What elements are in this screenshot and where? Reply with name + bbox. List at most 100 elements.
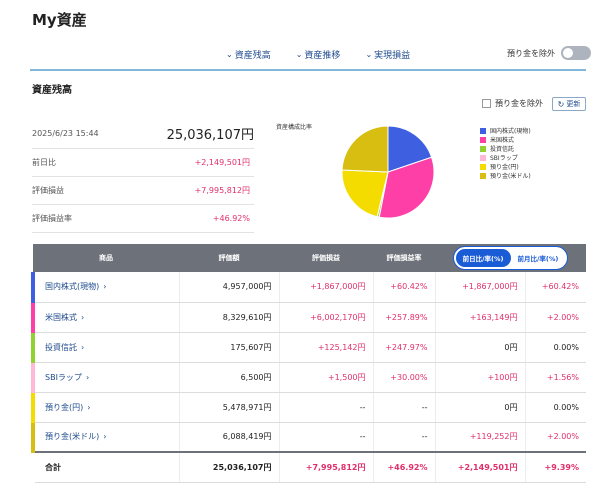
summary-row: 評価損益率 +46.92%	[32, 205, 254, 233]
nav-label: 資産残高	[234, 51, 271, 61]
summary-label: 評価損益	[32, 186, 64, 195]
nav-label: 資産推移	[304, 51, 341, 61]
as-of-datetime: 2025/6/23 15:44	[32, 129, 99, 138]
legend-item: 預り金(円)	[480, 162, 531, 171]
product-name[interactable]: 国内株式(現物)	[45, 282, 100, 292]
cell-change-rate: +60.42%	[525, 272, 586, 303]
cell-change-rate: +1.56%	[525, 362, 586, 393]
legend-item: 米国株式	[480, 135, 531, 144]
cell-value: 5,478,971円	[179, 392, 280, 423]
table-row: 投資信託 › 175,607円 +125,142円 +247.97% 0円 0.00%	[31, 332, 586, 363]
legend-label: 国内株式(現物)	[490, 128, 531, 135]
legend-item: 預り金(米ドル)	[480, 171, 531, 180]
legend-item: 投資信託	[480, 144, 531, 153]
cell-gain: +6,002,170円	[279, 302, 374, 333]
refresh-icon: ↻	[557, 99, 565, 109]
col-header-value: 評価額	[179, 244, 279, 272]
exclude-deposit-label: 預り金を除外	[507, 48, 555, 58]
cell-value: 175,607円	[179, 332, 280, 363]
summary-value: +7,995,812円	[194, 186, 250, 195]
table-row: 預り金(米ドル) › 6,088,419円 -- -- +119,252円 +2.00%	[31, 422, 586, 453]
cell-gain: --	[279, 422, 374, 453]
toggle-daily[interactable]: 前日比/率(%)	[455, 249, 511, 267]
legend-label: 預り金(円)	[490, 164, 519, 171]
cell-value: 8,329,610円	[179, 302, 280, 333]
product-name[interactable]: SBIラップ	[45, 372, 82, 382]
legend-swatch	[480, 127, 486, 134]
checkbox-box[interactable]	[482, 99, 491, 108]
table-row: SBIラップ › 6,500円 +1,500円 +30.00% +100円 +1.56%	[31, 362, 586, 393]
cell-change-rate: +2.00%	[525, 422, 586, 453]
cell-change: 0円	[435, 392, 526, 423]
chart-title: 資産構成比率	[276, 124, 313, 131]
product-link[interactable]: 米国株式 ›	[31, 302, 180, 333]
asset-nav: ⌄ 資産残高 ⌄ 資産推移 ⌄ 実現損益	[226, 48, 435, 61]
cell-gain: +1,500円	[279, 362, 374, 393]
chevron-right-icon: ›	[85, 372, 90, 382]
pie-slice	[341, 125, 389, 173]
product-name[interactable]: 投資信託	[45, 342, 77, 352]
cell-gain: --	[279, 392, 374, 423]
exclude-deposit-toggle[interactable]	[561, 46, 591, 60]
total-label: 合計	[33, 451, 180, 483]
product-link[interactable]: 国内株式(現物) ›	[31, 272, 180, 303]
legend-item: SBIラップ	[480, 153, 531, 162]
cell-value: 6,500円	[179, 362, 280, 393]
summary-label: 前日比	[32, 158, 56, 167]
page-title: My資産	[32, 11, 87, 29]
chevron-down-icon: ⌄	[365, 50, 373, 59]
cell-gain: +1,867,000円	[279, 272, 374, 303]
summary-value: +2,149,501円	[194, 158, 250, 167]
pie-slice	[378, 156, 435, 219]
cell-change: 0円	[435, 332, 526, 363]
cell-change-rate: 0.00%	[525, 332, 586, 363]
table-row: 預り金(円) › 5,478,971円 -- -- 0円 0.00%	[31, 392, 586, 423]
toggle-monthly[interactable]: 前月比/率(%)	[517, 255, 559, 263]
cell-gain-rate: +60.42%	[373, 272, 436, 303]
cell-change-rate: 0.00%	[525, 392, 586, 423]
summary-row: 前日比 +2,149,501円	[32, 149, 254, 177]
total-gain: +7,995,812円	[279, 451, 374, 483]
toggle-knob	[563, 48, 573, 58]
product-link[interactable]: 預り金(米ドル) ›	[31, 422, 180, 453]
nav-asset-trend[interactable]: ⌄ 資産推移	[296, 48, 341, 61]
cell-value: 4,957,000円	[179, 272, 280, 303]
cell-change: +119,252円	[435, 422, 526, 453]
chevron-right-icon: ›	[81, 312, 85, 322]
nav-asset-balance[interactable]: ⌄ 資産残高	[226, 48, 271, 61]
product-link[interactable]: 投資信託 ›	[31, 332, 180, 363]
summary-row: 評価損益 +7,995,812円	[32, 177, 254, 205]
legend-label: SBIラップ	[490, 155, 518, 162]
product-name[interactable]: 米国株式	[45, 312, 77, 322]
header-divider	[30, 69, 586, 71]
product-name[interactable]: 預り金(米ドル)	[45, 432, 100, 442]
chevron-down-icon: ⌄	[226, 50, 233, 59]
nav-label: 実現損益	[374, 51, 411, 61]
chevron-right-icon: ›	[87, 402, 91, 412]
col-header-change-toggle: 前日比/率(%) 前月比/率(%)	[435, 244, 586, 272]
refresh-label: 更新	[566, 100, 581, 108]
col-header-name: 商品	[33, 244, 179, 272]
total-change-rate: +9.39%	[525, 451, 586, 483]
col-header-gain: 評価損益	[279, 244, 373, 272]
product-name[interactable]: 預り金(円)	[45, 402, 84, 412]
exclude-deposit-checkbox[interactable]: 預り金を除外	[482, 98, 543, 109]
total-gain-rate: +46.92%	[373, 451, 436, 483]
legend-label: 預り金(米ドル)	[490, 173, 531, 180]
cell-gain-rate: +247.97%	[373, 332, 436, 363]
refresh-button[interactable]: ↻ 更新	[552, 97, 586, 111]
legend-item: 国内株式(現物)	[480, 126, 531, 135]
checkbox-label: 預り金を除外	[495, 99, 543, 108]
nav-realized-gain[interactable]: ⌄ 実現損益	[365, 48, 410, 61]
section-title: 資産残高	[32, 85, 72, 96]
summary-panel: 2025/6/23 15:44 25,036,107円 前日比 +2,149,5…	[32, 119, 254, 233]
total-assets: 25,036,107円	[166, 128, 254, 143]
legend-swatch	[480, 172, 486, 179]
product-link[interactable]: 預り金(円) ›	[31, 392, 180, 423]
product-link[interactable]: SBIラップ ›	[31, 362, 180, 393]
cell-gain: +125,142円	[279, 332, 374, 363]
chart-legend: 国内株式(現物) 米国株式 投資信託 SBIラップ 預り金(円) 預り金(米ドル)	[480, 126, 531, 180]
table-row: 米国株式 › 8,329,610円 +6,002,170円 +257.89% +163,1…	[31, 302, 586, 333]
chevron-right-icon: ›	[103, 282, 107, 292]
exclude-deposit-toggle-group: 預り金を除外	[507, 46, 591, 60]
